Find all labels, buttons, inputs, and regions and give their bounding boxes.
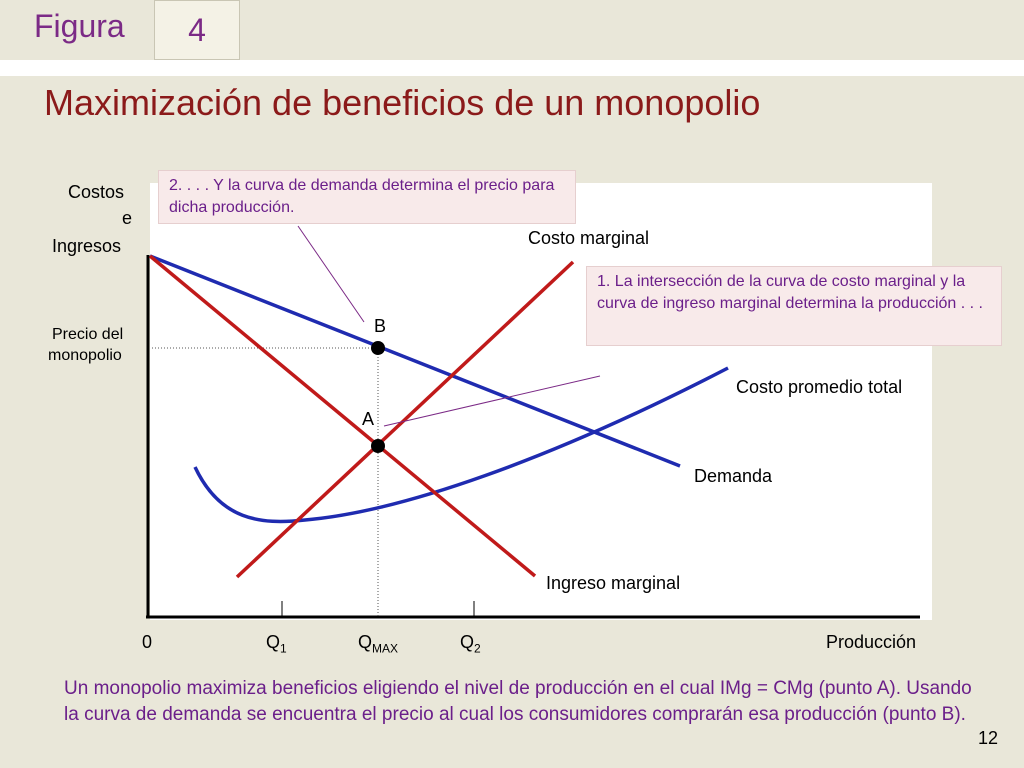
header-divider <box>0 60 1024 76</box>
average-total-cost-label: Costo promedio total <box>736 377 903 397</box>
point-a-marker <box>371 439 385 453</box>
marginal-revenue-label: Ingreso marginal <box>546 573 681 593</box>
point-b-label: B <box>374 316 387 336</box>
slide-title: Maximización de beneficios de un monopol… <box>44 82 761 123</box>
demand-callout: 2. . . . Y la curva de demanda determina… <box>158 170 576 224</box>
page-number: 12 <box>978 728 999 748</box>
y-axis-label-line3: Ingresos <box>52 236 122 256</box>
demand-note-leader <box>297 225 365 323</box>
slide-caption: Un monopolio maximiza beneficios eligien… <box>64 678 972 725</box>
qmax-label: QMAX <box>358 632 399 656</box>
q2-label: Q2 <box>460 632 481 656</box>
marginal-cost-curve <box>235 260 575 579</box>
intersection-note-leader <box>383 375 601 427</box>
point-a-label: A <box>362 409 375 429</box>
intersection-callout: 1. La intersección de la curva de costo … <box>586 266 1002 346</box>
y-axis-label-line1: Costos <box>68 182 125 202</box>
y-axis-label-line2: e <box>122 208 133 228</box>
point-b-marker <box>371 341 385 355</box>
x-axis-label: Producción <box>826 632 917 652</box>
origin-label: 0 <box>142 632 153 652</box>
price-label-line2: monopolio <box>48 347 122 364</box>
demand-curve <box>149 254 681 468</box>
price-label-line1: Precio del <box>52 326 124 343</box>
figure-number: 4 <box>154 0 240 60</box>
marginal-cost-label: Costo marginal <box>528 228 650 248</box>
demand-label: Demanda <box>694 466 773 486</box>
average-total-cost-curve <box>193 366 729 524</box>
chart-background <box>150 183 932 620</box>
q1-label: Q1 <box>266 632 287 656</box>
marginal-revenue-curve <box>148 254 537 578</box>
figure-label: Figura <box>34 8 125 44</box>
